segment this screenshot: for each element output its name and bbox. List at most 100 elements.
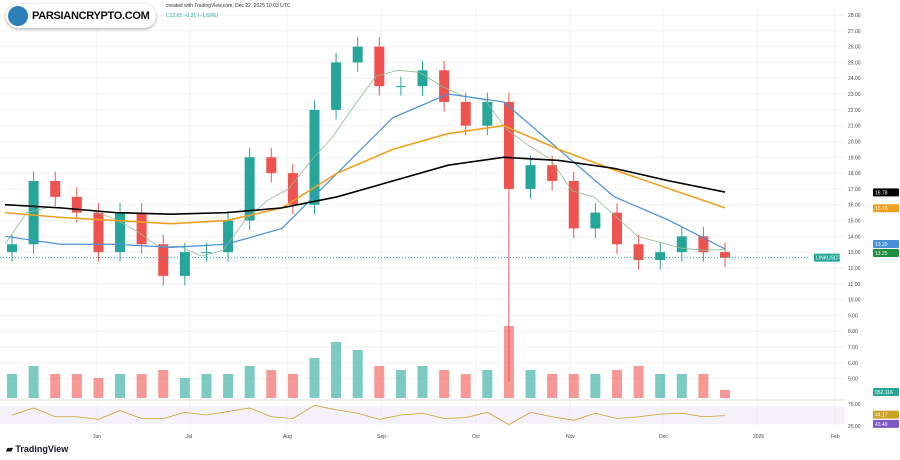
candle (439, 70, 450, 102)
volume-bar (374, 366, 385, 398)
candle (633, 244, 644, 261)
volume-bar (352, 350, 363, 398)
y-tick-label: 14.00 (848, 234, 861, 240)
candle (395, 86, 406, 88)
ma100-label: 15.78 (875, 206, 888, 212)
x-tick-label: Jun (93, 434, 101, 440)
volume-bar (266, 370, 277, 398)
candle (266, 157, 277, 174)
candle (503, 101, 514, 189)
candle (331, 62, 342, 110)
candle (115, 212, 126, 253)
candle (720, 252, 730, 258)
ma200-line (4, 156, 726, 216)
y-tick-label: 12.00 (848, 266, 861, 272)
logo-text: PARSIANCRYPTO.COM (32, 10, 150, 22)
volume-bar (482, 370, 493, 398)
candle (417, 70, 428, 87)
rsi-tick: 75.00 (848, 402, 861, 408)
ma20-label: 13.25 (875, 251, 888, 257)
x-tick-label: Nov (566, 434, 575, 440)
volume-label: 952.11K (875, 390, 894, 396)
volume-bar (136, 374, 147, 398)
logo-icon (8, 6, 28, 26)
candle (590, 212, 601, 229)
volume-bar (71, 374, 82, 398)
candle (568, 181, 579, 229)
x-tick-label: 2026 (753, 434, 764, 440)
tradingview-brand: ▰ TradingView (6, 444, 69, 454)
y-tick-label: 21.00 (848, 124, 861, 130)
y-tick-label: 5.00 (848, 377, 858, 383)
y-tick-label: 7.00 (848, 345, 858, 351)
y-tick-label: 13.00 (848, 250, 861, 256)
rsi-tick: 25.00 (848, 424, 861, 430)
volume-bar (7, 374, 17, 398)
candle (374, 46, 385, 87)
volume-bar (503, 326, 514, 398)
candle (244, 157, 255, 221)
y-tick-label: 11.00 (848, 282, 860, 288)
candle (50, 181, 61, 197)
x-tick-label: Aug (283, 434, 292, 440)
volume-bar (676, 374, 687, 398)
candle (547, 165, 558, 182)
candle (201, 252, 212, 254)
volume-bar (568, 374, 579, 398)
candle (28, 181, 39, 245)
candle (287, 173, 298, 205)
rsi-ma-label-bg (873, 419, 899, 428)
x-tick-label: Jul (186, 434, 192, 440)
volume-bar (331, 342, 342, 398)
volume-bar (655, 374, 666, 398)
attribution: created with TradingView.com, Dec 22, 20… (166, 3, 291, 9)
volume-bar (244, 366, 255, 398)
volume-bar (201, 374, 212, 398)
y-tick-label: 26.00 (848, 45, 861, 51)
volume-bar (395, 370, 406, 398)
volume-bar (590, 374, 601, 398)
rsi-ma-label: 43.40 (875, 422, 888, 428)
y-tick-label: 9.00 (848, 313, 858, 319)
rsi-line (11, 404, 726, 426)
rsi-value-label: 44.17 (875, 413, 888, 419)
volume-bar (460, 374, 471, 398)
y-tick-label: 24.00 (848, 76, 861, 82)
y-tick-label: 16.00 (848, 203, 861, 209)
candle (698, 236, 709, 253)
y-tick-label: 20.00 (848, 139, 861, 145)
volume-bar (633, 366, 644, 398)
volume-bar (611, 370, 622, 398)
ohlc-change: C12.65 −0.21 (−1.69%) (166, 13, 218, 19)
ma50-label-bg (873, 239, 899, 248)
y-tick-label: 27.00 (848, 29, 861, 35)
symbol-label: LINKUSDT (816, 256, 841, 262)
volume-bar (309, 358, 320, 398)
ma20-label-bg (873, 248, 899, 257)
ma50-line (4, 93, 726, 250)
candle (179, 252, 190, 276)
ma50-label: 13.20 (875, 242, 888, 248)
y-tick-label: 22.00 (848, 108, 861, 114)
volume-bar (698, 374, 709, 398)
y-tick-label: 25.00 (848, 60, 861, 66)
y-tick-label: 23.00 (848, 92, 861, 98)
volume-bar (179, 378, 190, 398)
y-tick-label: 28.00 (848, 13, 861, 19)
candle (676, 236, 687, 253)
ma200-label-bg (873, 188, 899, 197)
x-tick-label: Oct (472, 434, 480, 440)
x-tick-label: Dec (659, 434, 668, 440)
x-tick-label: Sep (377, 434, 386, 440)
volume-bar (547, 374, 558, 398)
y-tick-label: 6.00 (848, 361, 858, 367)
candle (71, 196, 82, 213)
y-tick-label: 15.00 (848, 219, 861, 225)
y-tick-label: 8.00 (848, 329, 858, 335)
rsi-value-label-bg (873, 410, 899, 419)
candle (352, 46, 363, 63)
candle (223, 220, 234, 253)
ma100-label-bg (873, 204, 899, 213)
